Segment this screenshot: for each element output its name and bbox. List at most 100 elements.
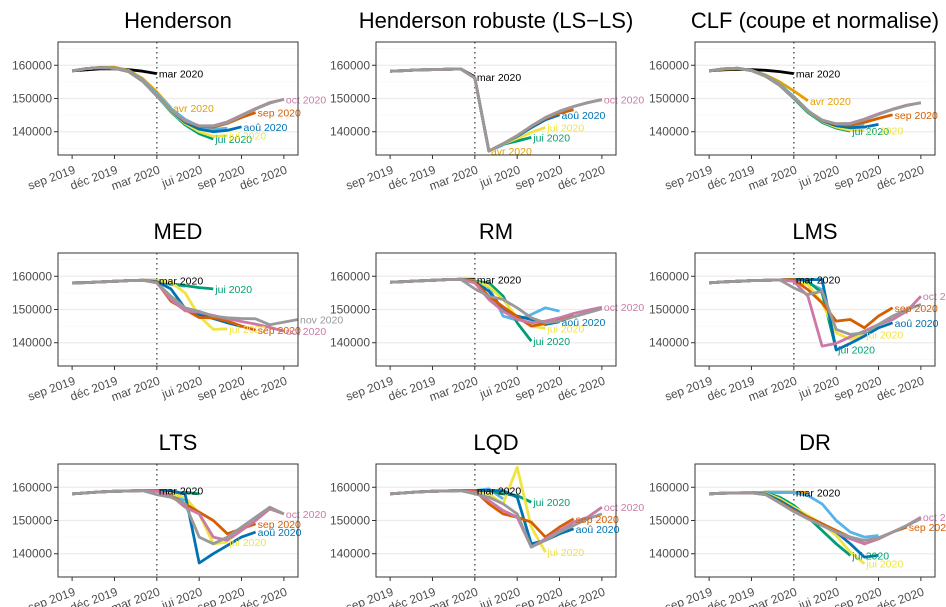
x-tick-label: sep 2019 [26,374,77,404]
x-tick-label: sep 2020 [832,163,883,193]
series-label: oct 2020 [286,509,326,521]
series-line [390,67,603,153]
y-tick-label: 160000 [649,269,689,283]
y-tick-label: 140000 [649,336,689,350]
x-tick-label: mar 2020 [109,163,162,194]
series-line [390,489,603,549]
series-label: mar 2020 [159,486,204,498]
x-tick-label: sep 2020 [513,163,564,193]
y-tick-label: 150000 [330,303,370,317]
panel-title: LTS [159,430,198,455]
x-tick-label: sep 2019 [663,374,714,404]
y-tick-label: 140000 [649,125,689,139]
y-tick-label: 150000 [330,92,370,106]
series-label: jui 2020 [532,132,570,144]
series-line [709,278,922,336]
x-tick-label: mar 2020 [427,163,480,194]
series-label: sep 2020 [576,514,619,526]
series-line [709,491,922,542]
panel-title: Henderson robuste (LS−LS) [359,8,634,33]
x-tick-label: déc 2020 [238,374,289,404]
y-tick-label: 160000 [12,480,52,494]
series-label: sep 2020 [258,519,301,531]
y-tick-label: 140000 [12,547,52,561]
series-label: aoû 2020 [576,524,620,536]
series-label: mar 2020 [796,69,841,81]
series-label: jui 2020 [546,323,584,335]
y-tick-label: 150000 [12,303,52,317]
series-label: jui 2020 [865,329,903,341]
series-label: nov 2020 [300,314,343,326]
series-label: jui 2020 [851,126,889,138]
x-tick-label: sep 2020 [195,163,246,193]
series-label: aoû 2020 [258,527,302,539]
series-label: jui 2020 [214,134,252,146]
series-label: aoû 2020 [562,317,606,329]
series-label: jui 2020 [546,122,584,134]
y-tick-label: 140000 [12,336,52,350]
x-tick-label: mar 2020 [746,374,799,405]
x-tick-label: mar 2020 [109,374,162,405]
panel-3: CLF (coupe et normalise) mar 2020 avr 2020… [649,8,939,193]
series-label: jui 2020 [228,131,266,143]
x-tick-label: déc 2020 [556,374,607,404]
y-tick-label: 150000 [330,514,370,528]
series-label: jui 2020 [837,344,875,356]
series-label: mar 2020 [796,487,841,499]
y-tick-label: 140000 [330,125,370,139]
x-tick-label: sep 2019 [344,163,395,193]
x-tick-label: mar 2020 [746,163,799,194]
series-label: aoû 2020 [244,122,288,134]
y-tick-label: 160000 [12,58,52,72]
y-tick-label: 150000 [649,303,689,317]
series-line [72,278,299,327]
series-label: sep 2020 [258,325,301,337]
x-tick-label: sep 2020 [195,374,246,404]
series-label: avr 2020 [491,146,532,158]
series-label: oct 2020 [286,94,326,106]
series-label: jui 2020 [865,559,903,571]
series-label: sep 2020 [895,303,938,315]
series-label: oct 2020 [604,502,644,514]
panel-title: DR [799,430,831,455]
y-tick-label: 150000 [649,92,689,106]
y-tick-label: 160000 [12,269,52,283]
series-line [72,489,285,546]
panel-title: LMS [792,219,837,244]
series-label: avr 2020 [173,103,214,115]
x-tick-label: sep 2020 [832,374,883,404]
panel-title: Henderson [124,8,232,33]
x-tick-label: déc 2020 [875,163,926,193]
series-label: avr 2020 [810,96,851,108]
y-tick-label: 150000 [12,514,52,528]
series-label: sep 2020 [909,522,946,534]
panel-2: Henderson robuste (LS−LS) mar 2020 avr 202… [330,8,644,193]
y-tick-label: 160000 [330,58,370,72]
series-label: oct 2020 [604,302,644,314]
series-label: jui 2020 [851,550,889,562]
series-label: mar 2020 [477,486,522,498]
series-label: oct 2020 [923,512,946,524]
panel-title: LQD [473,430,518,455]
series-label: aoû 2020 [895,318,939,330]
x-tick-label: sep 2020 [513,374,564,404]
y-tick-label: 140000 [12,125,52,139]
series-label: sep 2020 [895,110,938,122]
series-label: mar 2020 [159,69,204,81]
y-tick-label: 140000 [330,336,370,350]
series-label: mar 2020 [477,72,522,84]
y-tick-label: 160000 [330,269,370,283]
series-label: sep 2020 [258,107,301,119]
y-tick-label: 140000 [330,547,370,561]
series-label: jui 2020 [228,324,266,336]
x-tick-label: sep 2019 [663,163,714,193]
series-label: jui 2020 [532,336,570,348]
series-label: mar 2020 [159,275,204,287]
